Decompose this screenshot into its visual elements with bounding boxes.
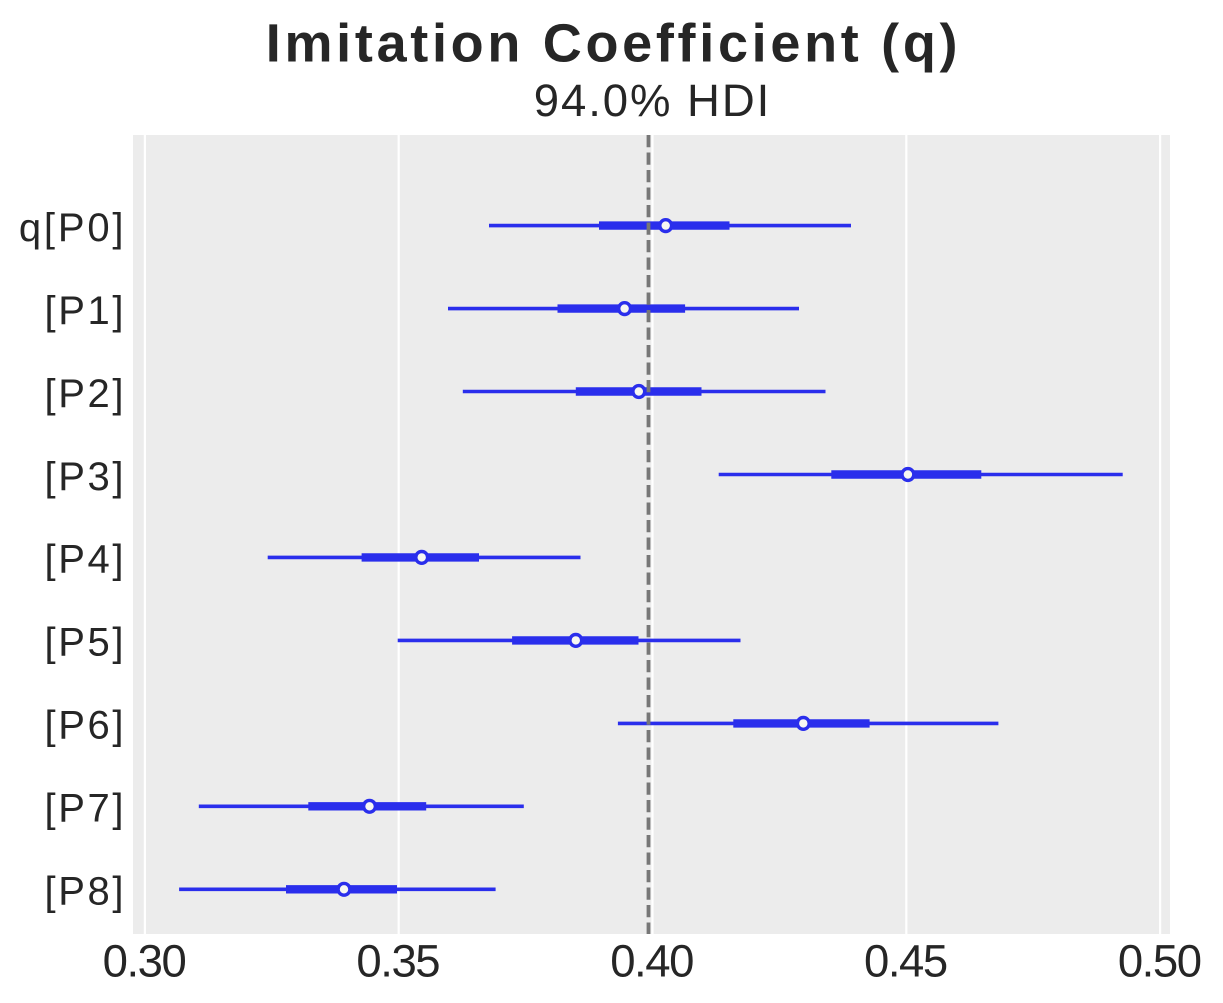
svg-text:Imitation Coefficient (q): Imitation Coefficient (q) [266,14,961,74]
svg-text:[P6]: [P6] [45,704,127,748]
svg-text:0.30: 0.30 [103,935,186,986]
svg-text:0.40: 0.40 [610,935,693,986]
svg-text:[P2]: [P2] [45,372,127,416]
svg-text:[P7]: [P7] [45,787,127,831]
svg-text:94.0% HDI: 94.0% HDI [534,75,772,126]
svg-text:[P1]: [P1] [45,289,127,333]
svg-text:0.45: 0.45 [864,935,947,986]
svg-text:[P8]: [P8] [45,870,127,914]
svg-text:0.50: 0.50 [1118,935,1201,986]
svg-text:[P3]: [P3] [45,455,127,499]
svg-text:[P5]: [P5] [45,621,127,665]
svg-text:q[P0]: q[P0] [19,206,126,250]
svg-text:[P4]: [P4] [45,538,127,582]
svg-text:0.35: 0.35 [356,935,439,986]
